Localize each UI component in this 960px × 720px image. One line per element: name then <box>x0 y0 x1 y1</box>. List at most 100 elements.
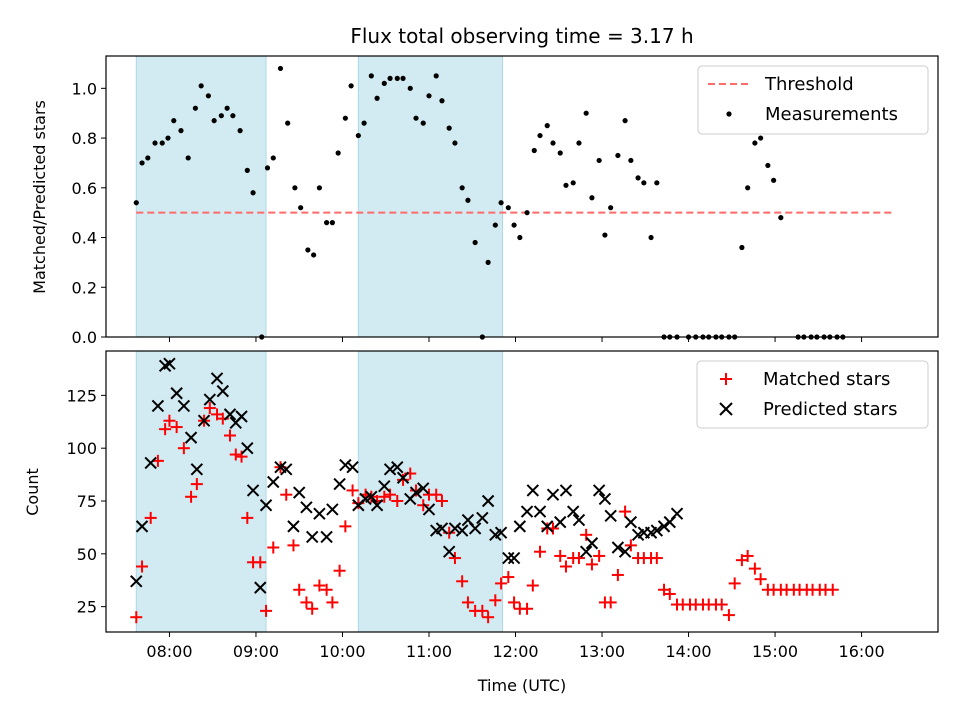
predicted-star-point <box>203 393 217 406</box>
top-y-ticks: 0.0 0.2 0.4 0.6 0.8 1.0 <box>72 79 106 347</box>
predicted-star-point <box>670 507 684 520</box>
predicted-star-point <box>383 463 397 476</box>
measurement-point <box>218 113 224 119</box>
measurement-point <box>305 247 311 253</box>
measurement-point <box>381 80 387 86</box>
legend-matched-swatch <box>720 373 732 385</box>
matched-star-point <box>456 575 469 588</box>
measurement-point <box>387 75 393 81</box>
measurement-point <box>492 222 498 228</box>
y-tick-label: 100 <box>66 439 97 458</box>
predicted-star-point <box>370 499 384 512</box>
legend-predicted-swatch <box>719 402 733 416</box>
bottom-shaded-intervals <box>135 350 504 633</box>
bottom-panel: 25 50 75 100 125 08:00 09:00 10:00 11:00 12:00 13… <box>23 350 939 695</box>
measurement-point <box>298 205 304 211</box>
matched-star-point <box>826 583 839 596</box>
matched-star-point <box>461 596 474 609</box>
measurement-point <box>152 140 158 146</box>
predicted-star-point <box>554 515 567 529</box>
predicted-stars-series <box>130 357 684 594</box>
measurement-point <box>420 120 426 126</box>
measurement-point <box>342 115 348 121</box>
predicted-star-point <box>267 475 280 489</box>
predicted-star-point <box>650 524 664 537</box>
matched-star-point <box>346 484 359 497</box>
measurement-point <box>329 220 335 226</box>
measurement-point <box>517 234 523 241</box>
predicted-star-point <box>618 545 632 558</box>
matched-star-point <box>526 579 539 592</box>
measurement-point <box>641 180 647 186</box>
measurement-point <box>250 190 256 196</box>
predicted-star-point <box>494 526 508 539</box>
predicted-star-point <box>280 463 293 476</box>
measurement-point <box>224 105 230 111</box>
measurement-point <box>277 65 284 72</box>
matched-star-point <box>333 564 346 577</box>
top-legend-box <box>697 65 929 135</box>
measurement-point <box>505 205 511 211</box>
predicted-star-point <box>163 357 176 370</box>
shaded-interval <box>357 350 504 633</box>
predicted-star-point <box>151 399 165 413</box>
measurement-point <box>648 234 654 241</box>
predicted-star-point <box>546 488 560 501</box>
matched-star-point <box>722 609 735 622</box>
predicted-star-point <box>598 492 612 506</box>
matched-star-point <box>572 552 585 565</box>
measurement-point <box>374 95 380 101</box>
x-tick-label: 13:00 <box>579 642 625 661</box>
measurement-point <box>511 222 517 228</box>
matched-star-point <box>313 579 326 592</box>
predicted-star-point <box>422 503 436 516</box>
predicted-star-point <box>333 477 346 491</box>
predicted-star-point <box>526 484 540 497</box>
y-tick-label: 75 <box>77 492 97 511</box>
matched-star-point <box>435 495 448 508</box>
measurement-point <box>778 215 784 221</box>
measurement-point <box>394 75 400 81</box>
predicted-star-point <box>259 499 273 512</box>
predicted-star-point <box>657 520 671 533</box>
matched-star-point <box>476 604 489 617</box>
matched-star-point <box>241 511 254 524</box>
measurement-point <box>550 140 556 146</box>
measurement-point <box>739 244 745 251</box>
top-panel: 0.0 0.2 0.4 0.6 0.8 1.0 Matched/Predicted sta… <box>30 55 939 347</box>
matched-star-point <box>580 528 593 541</box>
measurement-point <box>485 259 491 265</box>
measurement-point <box>285 120 291 126</box>
measurement-point <box>758 135 764 141</box>
x-tick-label: 09:00 <box>233 642 279 661</box>
matched-star-point <box>185 490 198 503</box>
x-tick-label: 08:00 <box>146 642 192 661</box>
chart-title: Flux total observing time = 3.17 h <box>350 24 693 48</box>
bottom-y-axis-label: Count <box>23 468 42 516</box>
predicted-star-point <box>476 511 489 525</box>
measurement-point <box>426 93 432 99</box>
measurement-point <box>622 118 628 124</box>
matched-star-point <box>130 611 143 624</box>
matched-star-point <box>502 571 515 584</box>
measurement-point <box>361 120 367 126</box>
matched-star-point <box>280 488 293 501</box>
measurement-point <box>292 185 298 191</box>
measurement-point <box>635 175 641 181</box>
measurement-point <box>178 128 184 134</box>
measurement-point <box>270 155 276 161</box>
y-tick-label: 0.8 <box>72 129 97 148</box>
top-shaded-intervals <box>135 55 504 338</box>
predicted-star-point <box>481 494 495 508</box>
matched-star-point <box>254 556 267 569</box>
measurement-point <box>557 150 563 156</box>
matched-star-point <box>306 602 319 615</box>
matched-star-point <box>267 541 280 554</box>
predicted-star-point <box>391 460 404 474</box>
shaded-interval <box>135 350 267 633</box>
x-tick-label: 16:00 <box>839 642 885 661</box>
matched-star-point <box>326 596 339 609</box>
matched-star-point <box>293 583 306 596</box>
predicted-star-point <box>184 431 198 444</box>
